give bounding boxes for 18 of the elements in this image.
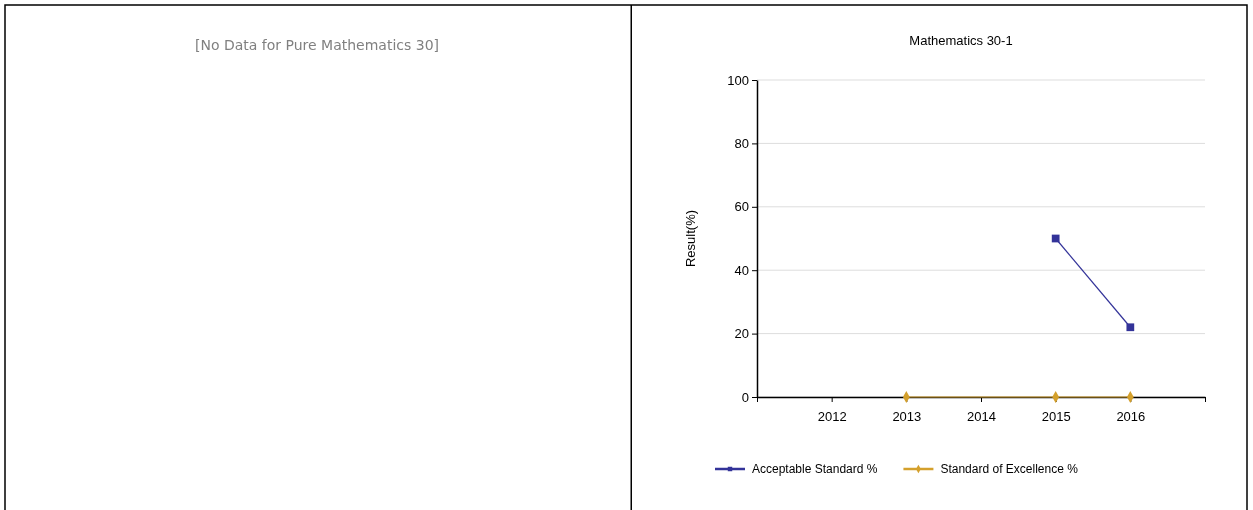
point xyxy=(1126,323,1135,332)
x-tick-label: 2016 xyxy=(1116,408,1146,424)
legend-label: Acceptable Standard % xyxy=(752,462,878,477)
x-tick-label: 2015 xyxy=(1041,408,1071,424)
y-axis-title: Result(%) xyxy=(683,209,698,268)
legend-label: Standard of Excellence % xyxy=(940,462,1079,477)
y-tick-label: 80 xyxy=(734,136,749,152)
y-tick-label: 100 xyxy=(727,72,749,88)
x-tick-label: 2014 xyxy=(967,408,996,424)
chart-title: Mathematics 30-1 xyxy=(909,33,1013,48)
point xyxy=(1051,234,1060,243)
text: [No Data for Pure Mathematics 30] xyxy=(194,37,440,53)
y-tick-label: 60 xyxy=(734,199,749,215)
x-tick-label: 2013 xyxy=(892,408,922,424)
x-tick-label: 2012 xyxy=(817,408,847,424)
y-tick-label: 0 xyxy=(741,389,749,405)
y-tick-label: 40 xyxy=(734,262,749,278)
y-tick-label: 20 xyxy=(734,326,749,342)
